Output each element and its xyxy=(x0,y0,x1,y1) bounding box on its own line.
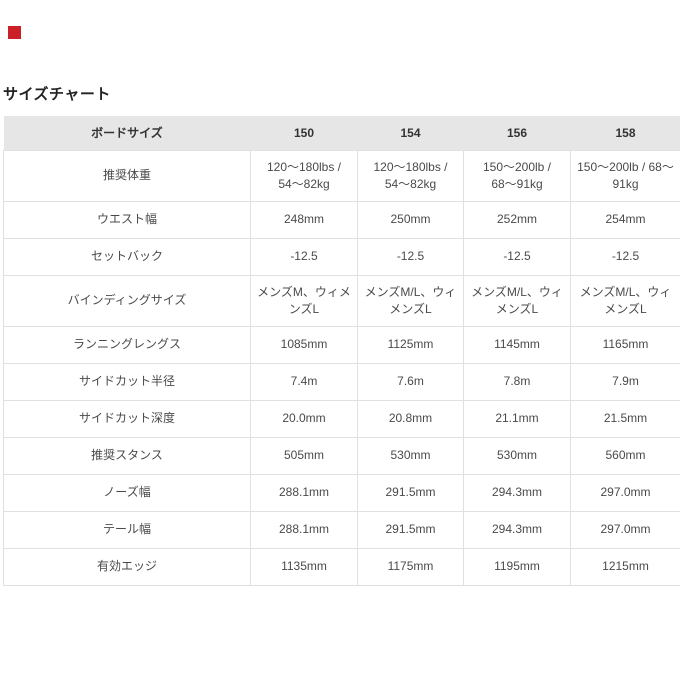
value-cell: 505mm xyxy=(250,436,358,475)
header-cell-size-156: 156 xyxy=(463,116,571,150)
value-cell: 7.4m xyxy=(250,362,358,401)
row-label: 有効エッジ xyxy=(3,547,251,586)
value-cell: 291.5mm xyxy=(357,510,464,549)
value-cell: 291.5mm xyxy=(357,473,464,512)
value-cell: 120〜180lbs / 54〜82kg xyxy=(357,149,464,202)
table-row-nose-width: ノーズ幅 288.1mm 291.5mm 294.3mm 297.0mm xyxy=(3,473,680,512)
value-cell: メンズM/L、ウィメンズL xyxy=(357,274,464,327)
value-cell: 1135mm xyxy=(250,547,358,586)
value-cell: メンズM/L、ウィメンズL xyxy=(463,274,571,327)
value-cell: 20.0mm xyxy=(250,399,358,438)
value-cell: 7.6m xyxy=(357,362,464,401)
value-cell: 294.3mm xyxy=(463,510,571,549)
header-cell-board-size: ボードサイズ xyxy=(3,116,251,150)
value-cell: メンズM/L、ウィメンズL xyxy=(570,274,680,327)
size-chart-table-container: ボードサイズ 150 154 156 158 推奨体重 120〜180lbs /… xyxy=(3,116,680,586)
value-cell: 120〜180lbs / 54〜82kg xyxy=(250,149,358,202)
table-row-tail-width: テール幅 288.1mm 291.5mm 294.3mm 297.0mm xyxy=(3,510,680,549)
value-cell: 1175mm xyxy=(357,547,464,586)
row-label: 推奨体重 xyxy=(3,149,251,202)
value-cell: 1215mm xyxy=(570,547,680,586)
row-label: 推奨スタンス xyxy=(3,436,251,475)
header-cell-size-154: 154 xyxy=(357,116,464,150)
value-cell: 297.0mm xyxy=(570,473,680,512)
value-cell: -12.5 xyxy=(357,237,464,276)
value-cell: 1165mm xyxy=(570,325,680,364)
row-label: サイドカット深度 xyxy=(3,399,251,438)
table-row-sidecut-depth: サイドカット深度 20.0mm 20.8mm 21.1mm 21.5mm xyxy=(3,399,680,438)
row-label: バインディングサイズ xyxy=(3,274,251,327)
table-row-setback: セットバック -12.5 -12.5 -12.5 -12.5 xyxy=(3,237,680,276)
value-cell: メンズM、ウィメンズL xyxy=(250,274,358,327)
header-cell-size-150: 150 xyxy=(250,116,358,150)
table-row-binding-size: バインディングサイズ メンズM、ウィメンズL メンズM/L、ウィメンズL メンズ… xyxy=(3,274,680,327)
value-cell: 252mm xyxy=(463,200,571,239)
page-title: サイズチャート xyxy=(3,86,111,103)
value-cell: 294.3mm xyxy=(463,473,571,512)
value-cell: 288.1mm xyxy=(250,473,358,512)
value-cell: 21.1mm xyxy=(463,399,571,438)
value-cell: 250mm xyxy=(357,200,464,239)
table-row-waist-width: ウエスト幅 248mm 250mm 252mm 254mm xyxy=(3,200,680,239)
value-cell: 150〜200lb / 68〜91kg xyxy=(463,149,571,202)
value-cell: 530mm xyxy=(357,436,464,475)
value-cell: 150〜200lb / 68〜91kg xyxy=(570,149,680,202)
row-label: ノーズ幅 xyxy=(3,473,251,512)
value-cell: 248mm xyxy=(250,200,358,239)
value-cell: 560mm xyxy=(570,436,680,475)
row-label: サイドカット半径 xyxy=(3,362,251,401)
value-cell: -12.5 xyxy=(250,237,358,276)
value-cell: 297.0mm xyxy=(570,510,680,549)
table-row-running-length: ランニングレングス 1085mm 1125mm 1145mm 1165mm xyxy=(3,325,680,364)
value-cell: 21.5mm xyxy=(570,399,680,438)
row-label: テール幅 xyxy=(3,510,251,549)
value-cell: -12.5 xyxy=(570,237,680,276)
value-cell: 530mm xyxy=(463,436,571,475)
value-cell: -12.5 xyxy=(463,237,571,276)
table-row-recommended-stance: 推奨スタンス 505mm 530mm 530mm 560mm xyxy=(3,436,680,475)
row-label: ウエスト幅 xyxy=(3,200,251,239)
table-row-sidecut-radius: サイドカット半径 7.4m 7.6m 7.8m 7.9m xyxy=(3,362,680,401)
size-chart-table: ボードサイズ 150 154 156 158 推奨体重 120〜180lbs /… xyxy=(3,116,680,586)
value-cell: 7.9m xyxy=(570,362,680,401)
value-cell: 1195mm xyxy=(463,547,571,586)
row-label: セットバック xyxy=(3,237,251,276)
value-cell: 254mm xyxy=(570,200,680,239)
value-cell: 1145mm xyxy=(463,325,571,364)
red-square-icon xyxy=(8,26,21,39)
value-cell: 1125mm xyxy=(357,325,464,364)
value-cell: 288.1mm xyxy=(250,510,358,549)
value-cell: 20.8mm xyxy=(357,399,464,438)
value-cell: 7.8m xyxy=(463,362,571,401)
value-cell: 1085mm xyxy=(250,325,358,364)
table-row-effective-edge: 有効エッジ 1135mm 1175mm 1195mm 1215mm xyxy=(3,547,680,586)
header-cell-size-158: 158 xyxy=(570,116,680,150)
table-row-recommended-weight: 推奨体重 120〜180lbs / 54〜82kg 120〜180lbs / 5… xyxy=(3,149,680,202)
table-header-row: ボードサイズ 150 154 156 158 xyxy=(3,116,680,150)
row-label: ランニングレングス xyxy=(3,325,251,364)
